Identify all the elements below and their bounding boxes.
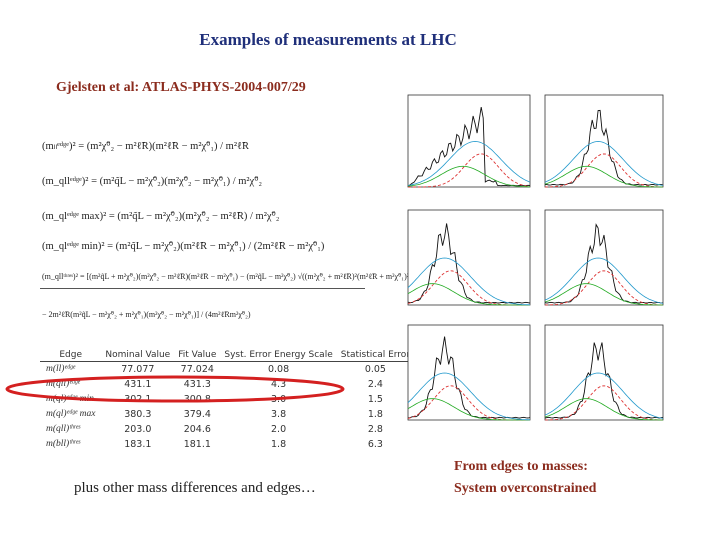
plot-frame	[544, 324, 664, 421]
table-cell: 431.1	[124, 379, 152, 390]
equation: (m_qllᵉᵈᵍᵉ)² = (m²q̃L − m²χ̃⁰₂)(m²χ̃⁰₂ −…	[42, 176, 263, 187]
table-row: m(ll)ᵉᵈᵍᵉ 77.077 77.024 0.08 0.05	[40, 362, 414, 378]
plot-frame	[544, 209, 664, 306]
fit-curve	[545, 153, 663, 188]
theory-curve	[544, 257, 664, 304]
table-cell: 77.077	[121, 364, 155, 375]
histogram	[407, 107, 531, 188]
table-cell: 0.05	[364, 364, 386, 375]
title: Examples of measurements at LHC	[199, 30, 457, 49]
fit-curve	[408, 153, 531, 188]
table-cell: 2.8	[367, 424, 383, 435]
column-header: Fit Value	[174, 350, 221, 362]
footer-note: From edges to masses:	[454, 459, 588, 474]
table-cell: m(qll)ᵉᵈᵍᵉ	[46, 379, 80, 389]
histogram	[544, 109, 664, 186]
plot-frame	[407, 94, 531, 188]
table-row: m(ql)ᵉᵈᵍᵉ min 302.1 300.8 3.0 1.5	[40, 392, 414, 407]
table-cell: 204.6	[183, 424, 211, 435]
table-cell: m(qll)ᵗʰʳᵉˢ	[46, 424, 81, 434]
table-cell: 6.3	[367, 439, 383, 450]
footer-note: System overconstrained	[454, 481, 597, 496]
table-row: m(ql)ᵉᵈᵍᵉ max 380.3 379.4 3.8 1.8	[40, 407, 414, 422]
plot-frame	[407, 324, 531, 421]
histogram	[407, 336, 531, 419]
footer-note: plus other mass differences and edges…	[74, 480, 316, 496]
table-cell: 380.3	[124, 409, 152, 420]
theory-curve	[544, 372, 664, 419]
rule	[40, 288, 365, 289]
plots	[407, 94, 664, 421]
plot-frame	[544, 94, 664, 188]
table-cell: m(bll)ᵗʰʳᵉˢ	[46, 439, 81, 449]
table-cell: m(ll)ᵉᵈᵍᵉ	[46, 364, 76, 374]
table-cell: 77.024	[180, 364, 214, 375]
plot-frame	[407, 209, 531, 306]
background-curve	[407, 398, 530, 421]
equation: − 2m²ℓ̃R(m²q̃L − m²χ̃⁰₂ + m²χ̃⁰₁)(m²χ̃⁰₂…	[42, 310, 251, 319]
equation: (m_qlᵉᵈᵍᵉ min)² = (m²q̃L − m²χ̃⁰₂)(m²ℓ̃R…	[42, 241, 325, 252]
histogram	[544, 223, 664, 304]
table-cell: m(ql)ᵉᵈᵍᵉ max	[46, 409, 96, 419]
table-cell: 3.0	[271, 394, 287, 405]
table-cell: 183.1	[124, 439, 152, 450]
fit-curve	[407, 385, 530, 421]
table-cell: 300.8	[183, 394, 211, 405]
citation: Gjelsten et al: ATLAS-PHYS-2004-007/29	[56, 80, 306, 95]
theory-curve	[407, 257, 531, 306]
equation: (mₗₗᵉᵈᵍᵉ)² = (m²χ̃⁰₂ − m²ℓ̃R)(m²ℓ̃R − m²…	[42, 141, 250, 152]
table-cell: 431.3	[183, 379, 211, 390]
theory-curve	[544, 141, 664, 186]
table-cell: 203.0	[124, 424, 152, 435]
table-row: m(qll)ᵗʰʳᵉˢ 203.0 204.6 2.0 2.8	[40, 422, 414, 437]
table-row: m(bll)ᵗʰʳᵉˢ 183.1 181.1 1.8 6.3	[40, 437, 414, 452]
table-cell: 0.08	[267, 364, 290, 375]
results-table: Edge Nominal Value Fit Value Syst. Error En…	[40, 350, 415, 452]
table-cell: 2.4	[367, 379, 383, 390]
fit-curve	[545, 270, 663, 306]
table-cell: 1.5	[367, 394, 383, 405]
histogram	[407, 223, 531, 304]
table-cell: 2.0	[271, 424, 287, 435]
background-curve	[544, 283, 663, 306]
column-header: Statistical Error	[336, 350, 415, 362]
table-cell: 4.3	[271, 379, 287, 390]
table-cell: 3.8	[271, 409, 287, 420]
background-curve	[544, 165, 663, 188]
table-cell: 1.8	[271, 439, 287, 450]
background-curve	[407, 165, 530, 188]
column-header: Edge	[40, 350, 102, 362]
theory-curve	[407, 372, 531, 421]
table-row: m(qll)ᵉᵈᵍᵉ 431.1 431.3 4.3 2.4	[40, 377, 414, 392]
theory-curve	[407, 141, 531, 186]
table-cell: 1.8	[367, 409, 383, 420]
table-cell: 181.1	[183, 439, 211, 450]
column-header: Syst. Error Energy Scale	[220, 350, 337, 362]
equation: (m_qllᵗʰʳᵉˢ)² = [(m²q̃L + m²χ̃⁰₂)(m²χ̃⁰₂…	[42, 272, 483, 281]
table-cell: 379.4	[183, 409, 211, 420]
histogram	[544, 342, 664, 419]
fit-curve	[545, 385, 663, 421]
equation: (m_qlᵉᵈᵍᵉ max)² = (m²q̃L − m²χ̃⁰₂)(m²χ̃⁰…	[42, 211, 280, 222]
table-cell: m(ql)ᵉᵈᵍᵉ min	[46, 394, 94, 404]
table-cell: 302.1	[124, 394, 152, 405]
background-curve	[407, 283, 530, 306]
column-header: Nominal Value	[101, 350, 175, 362]
background-curve	[544, 398, 663, 421]
